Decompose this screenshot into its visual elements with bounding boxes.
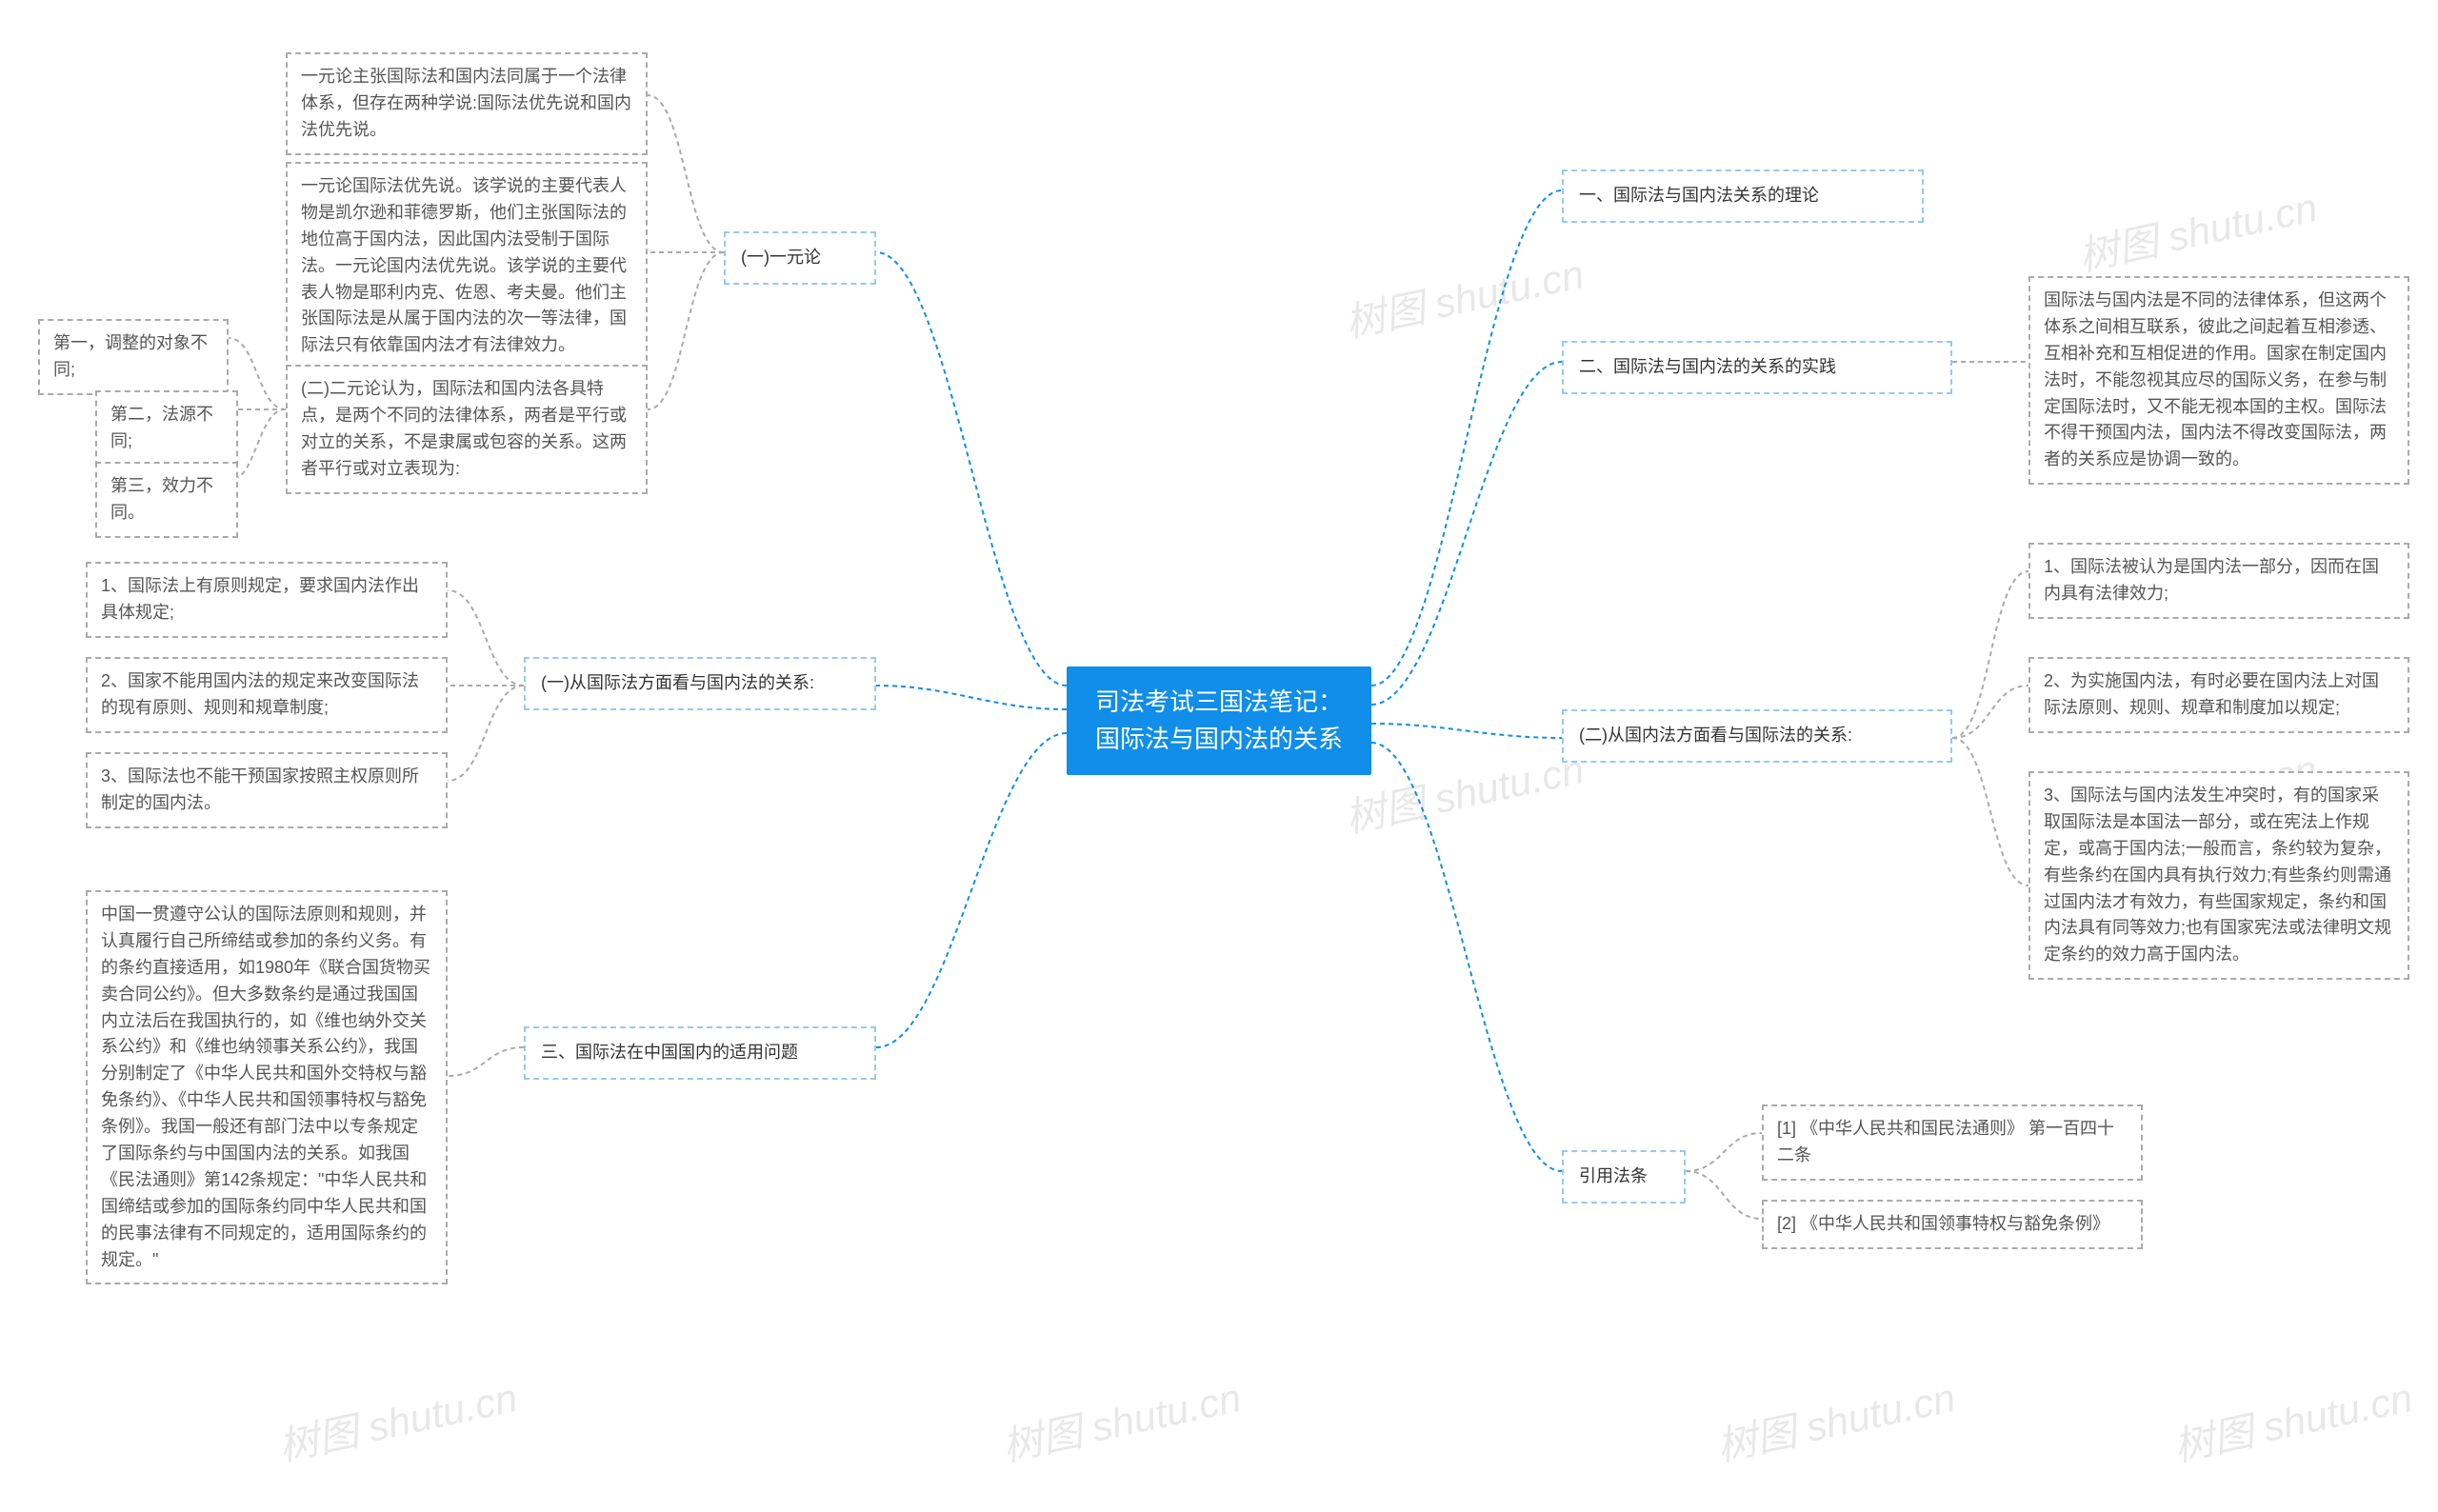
branch-l2: (一)从国际法方面看与国内法的关系: (524, 657, 876, 710)
watermark: 树图 shutu.cn (2072, 175, 2322, 283)
watermark: 树图 shutu.cn (272, 1365, 522, 1473)
leaf-l1-3a: 第一，调整的对象不同; (38, 319, 229, 395)
leaf-l2-2: 2、国家不能用国内法的规定来改变国际法的现有原则、规则和规章制度; (86, 657, 448, 733)
leaf-r4-1: [1] 《中华人民共和国民法通则》 第一百四十二条 (1762, 1104, 2143, 1181)
branch-r1: 一、国际法与国内法关系的理论 (1562, 169, 1924, 223)
branch-r4: 引用法条 (1562, 1150, 1686, 1204)
leaf-l1-3: (二)二元论认为，国际法和国内法各具特点，是两个不同的法律体系，两者是平行或对立… (286, 365, 648, 494)
branch-r3: (二)从国内法方面看与国际法的关系: (1562, 709, 1952, 763)
leaf-l1-3b: 第二，法源不同; (95, 390, 238, 467)
leaf-l2-1: 1、国际法上有原则规定，要求国内法作出具体规定; (86, 562, 448, 638)
leaf-l1-2: 一元论国际法优先说。该学说的主要代表人物是凯尔逊和菲德罗斯，他们主张国际法的地位… (286, 162, 648, 370)
leaf-l1-3c: 第三，效力不同。 (95, 462, 238, 538)
branch-l1: (一)一元论 (724, 231, 876, 285)
leaf-l1-1: 一元论主张国际法和国内法同属于一个法律体系，但存在两种学说:国际法优先说和国内法… (286, 52, 648, 155)
watermark: 树图 shutu.cn (2168, 1365, 2417, 1473)
watermark: 树图 shutu.cn (1339, 737, 1589, 845)
watermark: 树图 shutu.cn (1710, 1365, 1960, 1473)
center-topic: 司法考试三国法笔记：国际法与国内法的关系 (1067, 666, 1371, 775)
leaf-r3-2: 2、为实施国内法，有时必要在国内法上对国际法原则、规则、规章和制度加以规定; (2028, 657, 2409, 733)
leaf-r3-1: 1、国际法被认为是国内法一部分，因而在国内具有法律效力; (2028, 543, 2409, 619)
leaf-r3-3: 3、国际法与国内法发生冲突时，有的国家采取国际法是本国法一部分，或在宪法上作规定… (2028, 771, 2409, 980)
leaf-r4-2: [2] 《中华人民共和国领事特权与豁免条例》 (1762, 1200, 2143, 1249)
leaf-r2-1: 国际法与国内法是不同的法律体系，但这两个体系之间相互联系，彼此之间起着互相渗透、… (2028, 276, 2409, 485)
branch-r2: 二、国际法与国内法的关系的实践 (1562, 341, 1952, 394)
leaf-l3-1: 中国一贯遵守公认的国际法原则和规则，并认真履行自己所缔结或参加的条约义务。有的条… (86, 890, 448, 1284)
watermark: 树图 shutu.cn (1339, 242, 1589, 349)
leaf-l2-3: 3、国际法也不能干预国家按照主权原则所制定的国内法。 (86, 752, 448, 828)
branch-l3: 三、国际法在中国国内的适用问题 (524, 1026, 876, 1080)
watermark: 树图 shutu.cn (996, 1365, 1246, 1473)
